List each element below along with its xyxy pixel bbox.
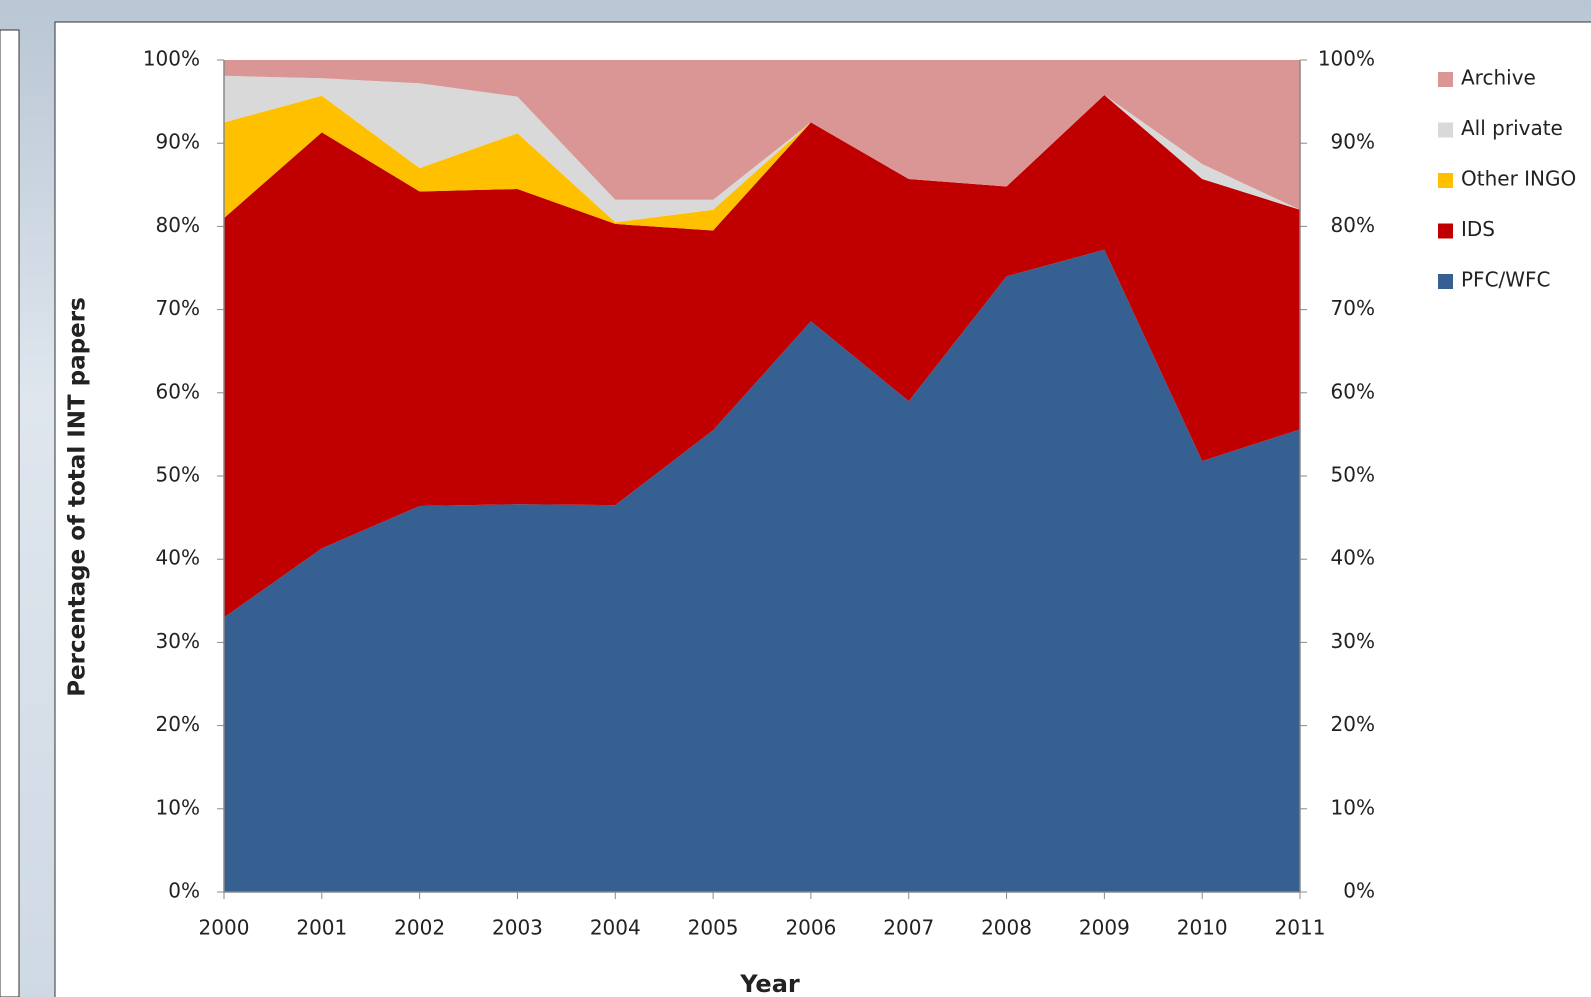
y-tick-label: 0% [168,879,200,903]
y-axis-title: Percentage of total INT papers [65,297,91,697]
x-tick-label: 2005 [688,916,739,940]
y-tick-label: 60% [156,379,200,403]
y2-tick-label: 90% [1331,130,1375,154]
y2-tick-label: 20% [1331,712,1375,736]
side-panel [0,29,20,997]
y2-tick-label: 30% [1331,629,1375,653]
legend-label: Archive [1461,66,1536,90]
y2-tick-label: 70% [1331,296,1375,320]
x-tick-label: 2010 [1177,916,1228,940]
x-tick-label: 2008 [981,916,1032,940]
x-tick-label: 2011 [1275,916,1326,940]
area [224,60,1300,210]
x-tick-label: 2001 [296,916,347,940]
x-tick-label: 2002 [394,916,445,940]
y-tick-label: 40% [156,546,200,570]
legend-label: All private [1461,116,1563,140]
x-tick-label: 2003 [492,916,543,940]
area [224,75,1300,223]
area [224,94,1300,618]
legend-swatch [1438,223,1453,239]
legend-swatch [1438,274,1453,289]
y-tick-label: 30% [156,629,200,653]
area [224,249,1300,893]
y-tick-label: 20% [156,712,200,736]
x-tick-label: 2000 [199,916,250,940]
x-tick-label: 2004 [590,916,641,940]
legend-label: Other INGO [1461,167,1576,191]
x-axis-title: Year [739,970,800,997]
y-tick-label: 80% [156,213,200,237]
y2-tick-label: 0% [1343,879,1375,903]
plot: 0% 10% 20% 30% 40% 50% 60% 70% 80% 90% 100% 0% 10% 20… [143,47,1576,940]
x-tick-label: 2007 [883,916,934,940]
y-tick-label: 10% [156,795,200,819]
legend-swatch [1438,122,1453,138]
x-tick-label: 2009 [1079,916,1130,940]
y-tick-label: 70% [156,296,200,320]
legend-label: PFC/WFC [1461,268,1551,292]
y2-tick-label: 50% [1331,463,1375,487]
legend-label: IDS [1461,217,1495,241]
y-tick-label: 50% [156,463,200,487]
area [224,94,1300,231]
y2-tick-label: 100% [1318,47,1375,71]
legend-swatch [1438,72,1453,87]
y-tick-label: 100% [143,47,200,71]
x-tick-label: 2006 [785,916,836,940]
y2-tick-label: 60% [1331,379,1375,403]
y2-tick-label: 80% [1331,213,1375,237]
y-tick-label: 90% [156,130,200,154]
y2-tick-label: 40% [1331,546,1375,570]
y2-tick-label: 10% [1331,795,1375,819]
legend-swatch [1438,173,1453,188]
